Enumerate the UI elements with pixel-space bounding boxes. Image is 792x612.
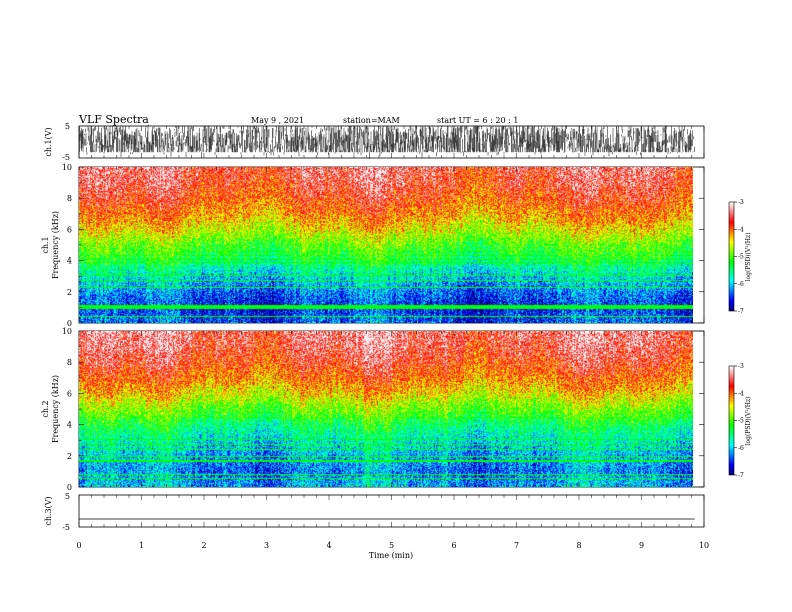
ch1-spectrogram-ylabel: Frequency (kHz)	[51, 211, 60, 279]
freq-tick-label: 4	[67, 257, 72, 266]
figure-title: VLF Spectra	[78, 113, 149, 126]
x-tick-label: 0	[76, 541, 81, 550]
freq-tick-label: 0	[67, 483, 72, 492]
freq-tick-label: 2	[67, 288, 72, 297]
ch1-colorbar-image	[729, 202, 734, 311]
x-tick-label: 3	[264, 541, 269, 550]
colorbar-tick-label: -3	[738, 199, 744, 206]
x-tick-label: 4	[326, 541, 331, 550]
x-tick-label: 6	[451, 541, 456, 550]
ch2-spectrogram-ylabel: Frequency (kHz)	[51, 375, 60, 443]
colorbar-tick-label: -5	[738, 418, 744, 425]
x-tick-label: 5	[389, 541, 394, 550]
ch1-waveform-ytick-bottom: -5	[62, 153, 70, 162]
ch1-waveform-ytick-top: 5	[65, 122, 70, 131]
x-tick-label: 1	[139, 541, 144, 550]
freq-tick-label: 10	[62, 327, 72, 336]
x-tick-label: 9	[639, 541, 644, 550]
freq-tick-label: 6	[67, 225, 72, 234]
colorbar-tick-label: -6	[738, 281, 744, 288]
ch1-waveform-ylabel: ch.1(V)	[44, 127, 53, 156]
colorbar-tick-label: -4	[738, 226, 744, 233]
x-axis-label: Time (min)	[369, 551, 413, 560]
colorbar-tick-label: -4	[738, 390, 744, 397]
freq-tick-label: 4	[67, 421, 72, 430]
ch2-spectrogram-ylabel-top: ch.2	[41, 400, 50, 417]
ch1-waveform-trace	[79, 124, 695, 160]
freq-tick-label: 10	[62, 163, 72, 172]
colorbar-tick-label: -5	[738, 254, 744, 261]
ch3-waveform-ytick-top: 5	[65, 492, 70, 501]
station-label: station=MAM	[343, 116, 400, 125]
freq-tick-label: 6	[67, 389, 72, 398]
start-time-label: start UT = 6 : 20 : 1	[437, 116, 518, 125]
ch1-spectrogram-ylabel-top: ch.1	[41, 236, 50, 253]
colorbar-tick-label: -3	[738, 363, 744, 370]
date-label: May 9 , 2021	[251, 116, 304, 125]
x-tick-label: 2	[201, 541, 206, 550]
x-tick-label: 10	[699, 541, 709, 550]
ch1-spectrogram-image	[79, 167, 693, 323]
ch3-waveform-ylabel: ch.3(V)	[44, 496, 53, 525]
freq-tick-label: 8	[67, 358, 72, 367]
freq-tick-label: 0	[67, 319, 72, 328]
colorbar-tick-label: -7	[738, 472, 744, 479]
freq-tick-label: 2	[67, 452, 72, 461]
ch2-colorbar-label: log(PSD)(V²/Hz)	[745, 397, 752, 446]
colorbar-tick-label: -7	[738, 308, 744, 315]
x-tick-label: 7	[514, 541, 519, 550]
x-tick-label: 8	[576, 541, 581, 550]
colorbar-tick-label: -6	[738, 445, 744, 452]
ch2-spectrogram-image	[79, 331, 693, 487]
ch1-colorbar-label: log(PSD)(V²/Hz)	[745, 233, 752, 282]
freq-tick-label: 8	[67, 194, 72, 203]
ch3-waveform-ytick-bottom: -5	[62, 523, 70, 532]
ch2-colorbar-image	[729, 366, 734, 475]
